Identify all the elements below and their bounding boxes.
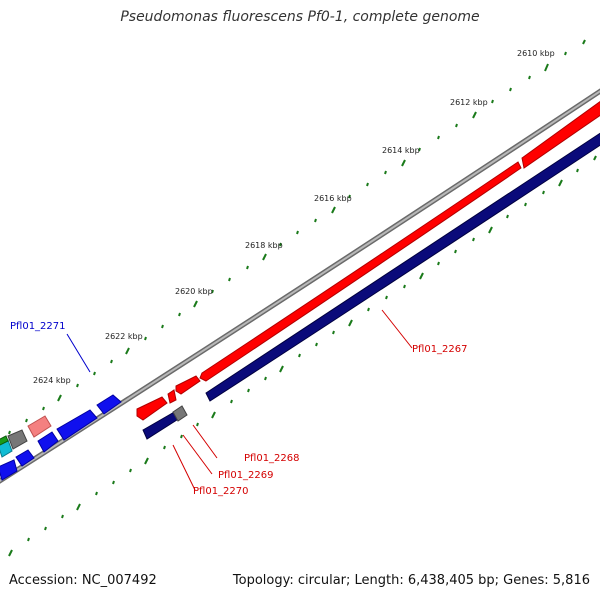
blue-genes bbox=[0, 394, 122, 481]
genome-title: Pseudomonas fluorescens Pf0-1, complete … bbox=[120, 9, 480, 25]
gene-gray-left[interactable] bbox=[7, 429, 28, 450]
tick-label: 2610 kbp bbox=[517, 49, 555, 58]
gene-gray[interactable] bbox=[172, 405, 188, 422]
gene-label-pfl01-2271[interactable]: Pfl01_2271 bbox=[10, 321, 66, 332]
outer-tick-ring bbox=[8, 39, 586, 435]
forward-strand-genes bbox=[27, 98, 600, 438]
gene-pfl01-2268[interactable] bbox=[175, 375, 201, 395]
gene-labels: Pfl01_2271 Pfl01_2267 Pfl01_2268 Pfl01_2… bbox=[10, 321, 468, 497]
gene-pfl01-2270-fwd[interactable] bbox=[136, 396, 168, 421]
tick-labels: 2610 kbp 2612 kbp 2614 kbp 2616 kbp 2618… bbox=[33, 49, 555, 385]
gene-blue[interactable] bbox=[37, 431, 59, 453]
tick-label: 2612 kbp bbox=[450, 98, 488, 107]
gene-label-pfl01-2269[interactable]: Pfl01_2269 bbox=[218, 470, 274, 481]
gene-reverse-long[interactable] bbox=[205, 130, 600, 402]
tick-label: 2620 kbp bbox=[175, 287, 213, 296]
gene-blue[interactable] bbox=[0, 459, 18, 481]
tick-label: 2618 kbp bbox=[245, 241, 283, 250]
inner-tick-ring bbox=[8, 155, 597, 557]
gene-label-pfl01-2270[interactable]: Pfl01_2270 bbox=[193, 486, 249, 497]
tick-label: 2622 kbp bbox=[105, 332, 143, 341]
gene-blue[interactable] bbox=[15, 449, 35, 467]
gene-green[interactable] bbox=[0, 435, 9, 446]
gene-pink[interactable] bbox=[27, 415, 52, 438]
label-leaders bbox=[66, 309, 413, 491]
tick-label: 2614 kbp bbox=[382, 146, 420, 155]
tick-label: 2624 kbp bbox=[33, 376, 71, 385]
accession-text: Accession: NC_007492 bbox=[9, 573, 157, 588]
gene-label-pfl01-2268[interactable]: Pfl01_2268 bbox=[244, 453, 300, 464]
gene-pfl01-2271[interactable] bbox=[96, 394, 122, 415]
gene-pfl01-2267[interactable] bbox=[199, 161, 522, 382]
genome-summary-text: Topology: circular; Length: 6,438,405 bp… bbox=[232, 573, 590, 588]
tick-label: 2616 kbp bbox=[314, 194, 352, 203]
gene-pfl01-2269[interactable] bbox=[167, 389, 177, 404]
gene-blue[interactable] bbox=[56, 409, 98, 441]
gene-forward-right[interactable] bbox=[521, 98, 600, 169]
genome-backbone bbox=[0, 88, 600, 484]
gene-label-pfl01-2267[interactable]: Pfl01_2267 bbox=[412, 344, 468, 355]
reverse-strand-genes bbox=[142, 130, 600, 440]
